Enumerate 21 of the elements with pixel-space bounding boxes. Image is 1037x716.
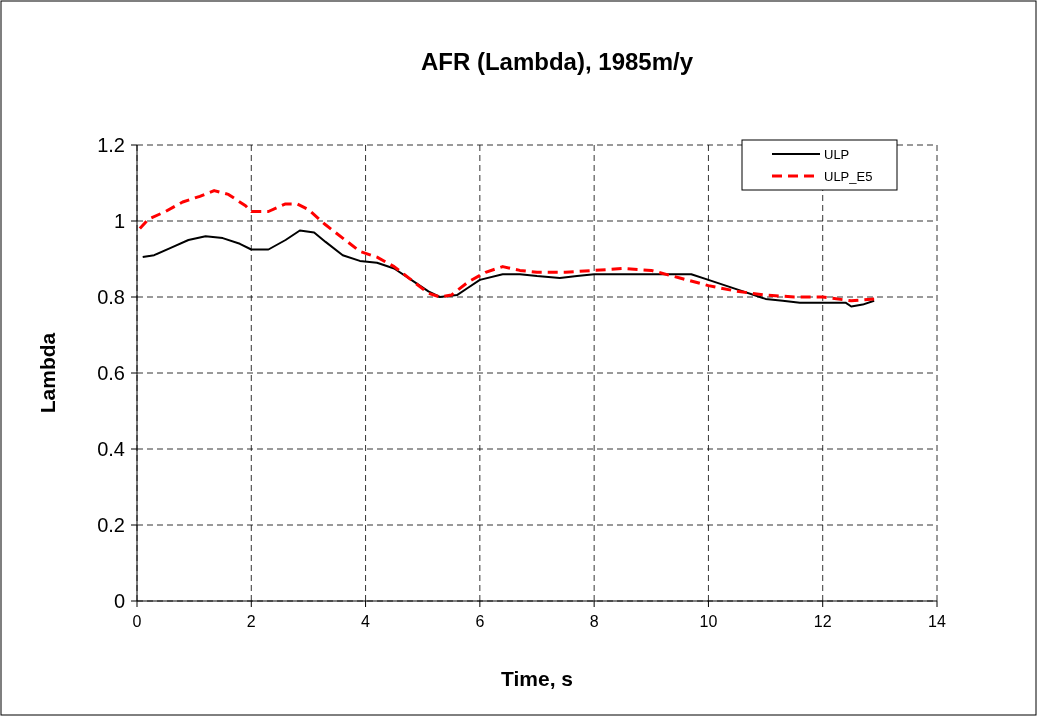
x-tick-label: 4 [361,613,371,630]
x-tick-label: 0 [132,613,142,630]
y-tick-label: 0.6 [97,362,125,384]
y-tick-label: 1 [113,210,125,232]
x-axis-title: Time, s [501,667,573,690]
x-tick-label: 14 [928,613,946,630]
y-axis-title: Lambda [36,332,59,414]
y-tick-label: 0.4 [97,438,125,460]
line-series [138,189,876,303]
y-tick-label: 0.2 [97,514,125,536]
y-tick-label: 1.2 [97,134,125,156]
chart-title: AFR (Lambda), 1985m/y [420,48,694,75]
legend-label: ULP_E5 [824,169,873,184]
x-tick-label: 8 [589,613,599,630]
y-tick-label: 0.8 [97,286,125,308]
x-tick-label: 10 [699,613,718,630]
legend-label: ULP [824,147,850,162]
y-tick-label: 0 [113,590,125,612]
x-tick-label: 2 [246,613,256,630]
x-tick-label: 12 [813,613,832,630]
x-tick-label: 6 [475,613,485,630]
